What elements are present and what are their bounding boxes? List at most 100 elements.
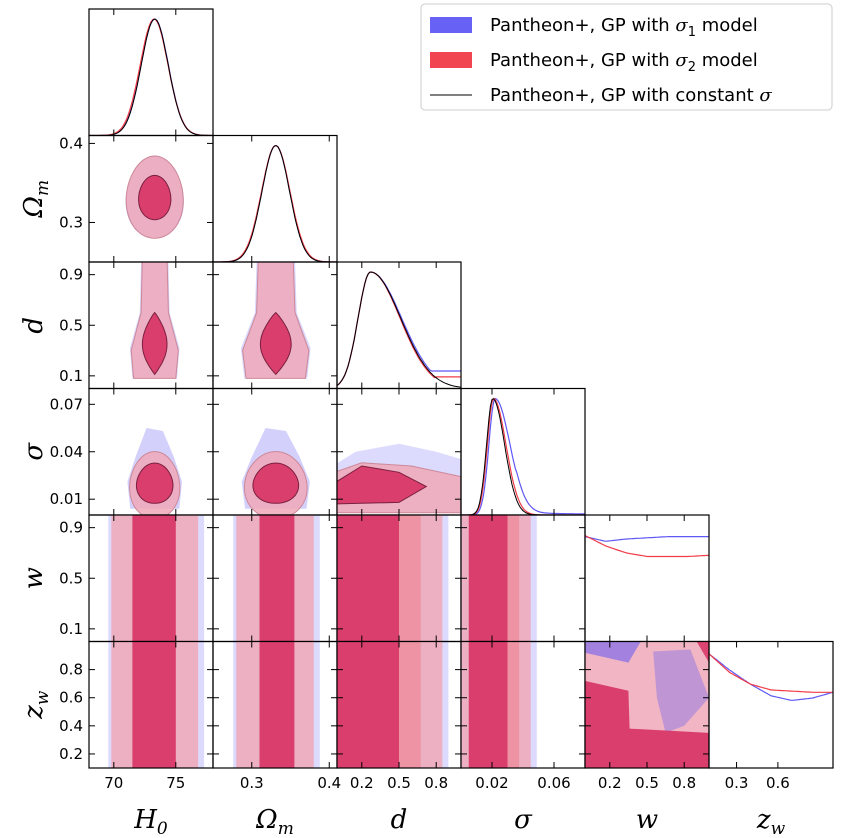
inner-band (468, 515, 508, 642)
x-tick-label-sigma: 0.02 (475, 774, 508, 792)
inner-contour (138, 174, 172, 221)
y-tick-label-sigma: 0.04 (50, 443, 83, 461)
x-axis-label-Om: Ωm (255, 805, 294, 838)
marginal-H0-constant-line (89, 18, 213, 136)
inner-contour (252, 462, 300, 504)
marginal-sigma-sigma2-line (461, 397, 585, 515)
joint-Om-w (212, 514, 338, 643)
y-axis-label-sigma: σ (19, 442, 49, 461)
joint-H0-sigma (88, 387, 214, 516)
middle-band-sigma2 (507, 515, 520, 642)
joint-sigma-w (460, 514, 586, 643)
legend-swatch-sigma2 (430, 52, 472, 68)
joint-H0-zw (88, 640, 214, 769)
marginal-sigma-constant-line (461, 398, 585, 515)
marginal-d-constant-line (337, 271, 461, 388)
wz-sigma1-lobe (653, 649, 709, 733)
panel-frame (708, 640, 834, 769)
x-tick-label-d: 0.2 (350, 774, 374, 792)
joint-H0-d (88, 261, 214, 390)
panel-frame (212, 134, 338, 263)
x-tick-label-d: 0.5 (387, 774, 411, 792)
x-tick-label-zw: 0.3 (725, 774, 749, 792)
marginal-w (584, 514, 710, 643)
marginal-zw (708, 640, 834, 769)
legend-item-constant: Pantheon+, GP with constant σ (430, 85, 772, 106)
marginal-Om (212, 134, 338, 263)
panels-layer (88, 8, 834, 769)
x-axis-label-w: w (636, 805, 658, 835)
joint-w-zw (584, 640, 710, 769)
x-tick-label-zw: 0.6 (766, 774, 790, 792)
y-tick-label-zw: 0.4 (59, 717, 83, 735)
marginal-H0-sigma1-line (89, 18, 213, 136)
marginal-H0 (88, 8, 214, 137)
marginal-Om-constant-line (213, 145, 337, 262)
middle-band-sigma2 (399, 515, 421, 642)
inner-band (259, 515, 295, 642)
joint-d-sigma (336, 387, 462, 516)
y-tick-label-w: 0.1 (59, 620, 83, 638)
marginal-w-sigma1-line (585, 536, 709, 542)
joint-d-zw (336, 640, 462, 769)
y-axis-label-w: w (19, 567, 49, 589)
x-axis-label-H0: H0 (133, 805, 168, 838)
x-tick-label-sigma: 0.06 (537, 774, 570, 792)
legend-label-constant: Pantheon+, GP with constant σ (490, 85, 772, 106)
y-tick-label-Om: 0.4 (59, 134, 83, 152)
joint-Om-zw (212, 640, 338, 769)
y-axis-label-d: d (19, 317, 49, 334)
middle-band-sigma2 (507, 641, 520, 768)
inner-contour (259, 311, 292, 376)
y-axis-label-zw: zw (19, 690, 53, 720)
x-tick-label-Om: 0.3 (240, 774, 264, 792)
marginal-H0-sigma2-line (89, 18, 213, 136)
panel-frame (460, 387, 586, 516)
y-tick-label-d: 0.9 (59, 266, 83, 284)
inner-band (132, 641, 176, 768)
inner-band (132, 515, 176, 642)
legend: Pantheon+, GP with σ1 model Pantheon+, GP… (420, 3, 833, 111)
middle-band-sigma2 (399, 641, 421, 768)
legend-frame (420, 3, 833, 111)
panel-frame (88, 8, 214, 137)
x-tick-label-H0: 70 (104, 774, 123, 792)
joint-d-w (336, 514, 462, 643)
x-axis-label-d: d (391, 805, 408, 835)
ticks-layer: 70 75 0.3 0.4 0.2 0.5 0.8 0.02 0.06 0.2 0.5 0.8 0.3 0… (50, 9, 790, 792)
wz-sigma1-corner (585, 641, 641, 663)
y-tick-label-zw: 0.2 (59, 745, 83, 763)
marginal-Om-sigma2-line (213, 145, 337, 262)
marginal-d (336, 261, 462, 390)
inner-band (259, 641, 295, 768)
joint-H0-w (88, 514, 214, 643)
inner-band (468, 641, 508, 768)
joint-Om-sigma (212, 387, 338, 516)
panel-frame (584, 514, 710, 643)
x-tick-label-Om: 0.4 (317, 774, 341, 792)
y-tick-label-sigma: 0.07 (50, 395, 83, 413)
x-tick-label-w: 0.5 (635, 774, 659, 792)
marginal-zw-sigma2-line (709, 653, 833, 693)
inner-contour (337, 465, 428, 505)
marginal-Om-sigma1-line (213, 145, 337, 262)
x-tick-label-d: 0.8 (424, 774, 448, 792)
marginal-sigma (460, 387, 586, 516)
x-axis-label-sigma: σ (514, 805, 533, 835)
y-tick-label-sigma: 0.01 (50, 490, 83, 508)
labels-layer: H0 Ωm d σ w zw Ωm d σ w zw (19, 180, 786, 838)
inner-band (337, 515, 399, 642)
marginal-w-sigma2-line (585, 534, 709, 558)
marginal-d-sigma2-line (337, 271, 461, 386)
x-tick-label-w: 0.8 (672, 774, 696, 792)
y-tick-label-d: 0.1 (59, 367, 83, 385)
legend-label-sigma1: Pantheon+, GP with σ1 model (490, 15, 758, 40)
y-axis-label-Om: Ωm (19, 180, 53, 219)
y-tick-label-d: 0.5 (59, 316, 83, 334)
x-tick-label-w: 0.2 (598, 774, 622, 792)
legend-item-sigma2: Pantheon+, GP with σ2 model (430, 50, 758, 75)
wz-corner (696, 641, 709, 663)
joint-sigma-zw (460, 640, 586, 769)
marginal-zw-sigma1-line (709, 653, 833, 701)
